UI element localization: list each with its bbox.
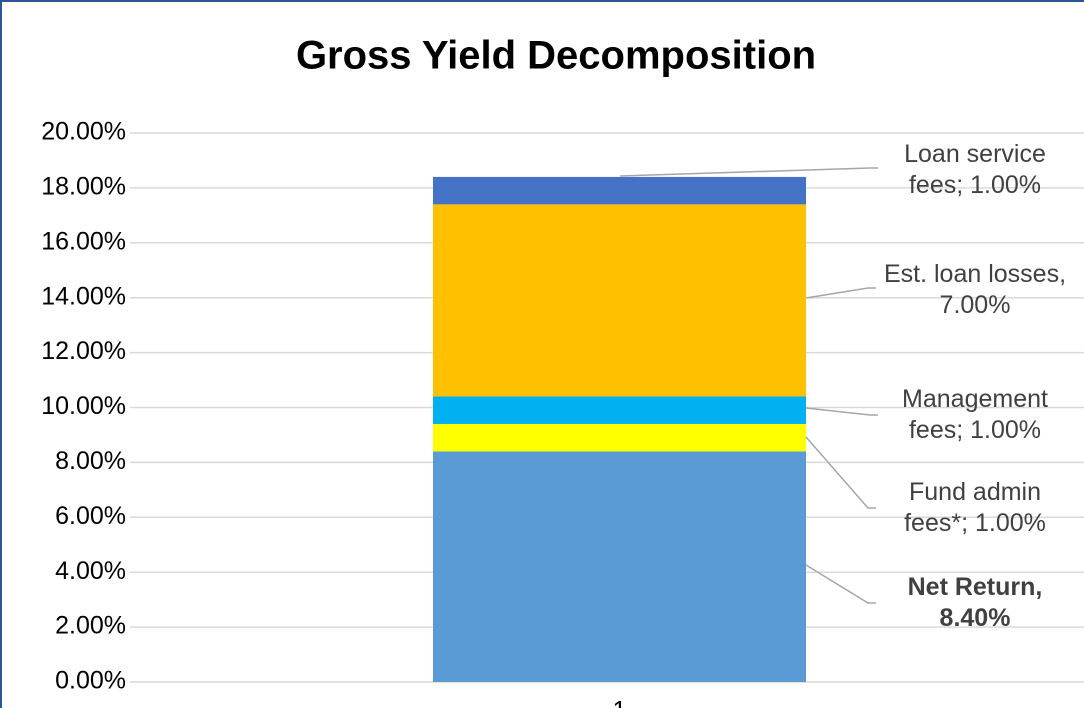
y-tick-label: 0.00% xyxy=(55,667,126,695)
data-label: Fund admin fees*; 1.00% xyxy=(904,478,1046,537)
y-tick-label: 8.00% xyxy=(55,447,126,475)
y-tick-label: 2.00% xyxy=(55,612,126,640)
y-tick-label: 4.00% xyxy=(55,557,126,585)
bar-segment xyxy=(433,176,806,205)
leader-line xyxy=(805,564,876,604)
y-tick-label: 10.00% xyxy=(41,392,126,420)
y-tick-label: 18.00% xyxy=(41,173,126,201)
x-tick-label: 1 xyxy=(613,697,627,708)
chart-title: Gross Yield Decomposition xyxy=(296,34,816,78)
leader-line xyxy=(805,407,878,416)
leader-line xyxy=(805,287,876,299)
data-label: Management fees; 1.00% xyxy=(902,385,1048,444)
y-tick-label: 6.00% xyxy=(55,502,126,530)
leader-line xyxy=(805,436,876,509)
y-tick-label: 12.00% xyxy=(41,337,126,365)
y-tick-label: 20.00% xyxy=(41,118,126,146)
bar-segment xyxy=(433,451,806,682)
data-label: Est. loan losses, 7.00% xyxy=(883,260,1067,319)
leader-line xyxy=(619,167,878,177)
bar-segment xyxy=(433,396,806,424)
data-label: Loan service fees; 1.00% xyxy=(904,140,1046,199)
y-tick-label: 16.00% xyxy=(41,227,126,255)
data-label: Net Return, 8.40% xyxy=(907,573,1043,632)
y-tick-label: 14.00% xyxy=(41,282,126,310)
bar-segment xyxy=(433,204,806,397)
bar-segment xyxy=(433,423,806,452)
